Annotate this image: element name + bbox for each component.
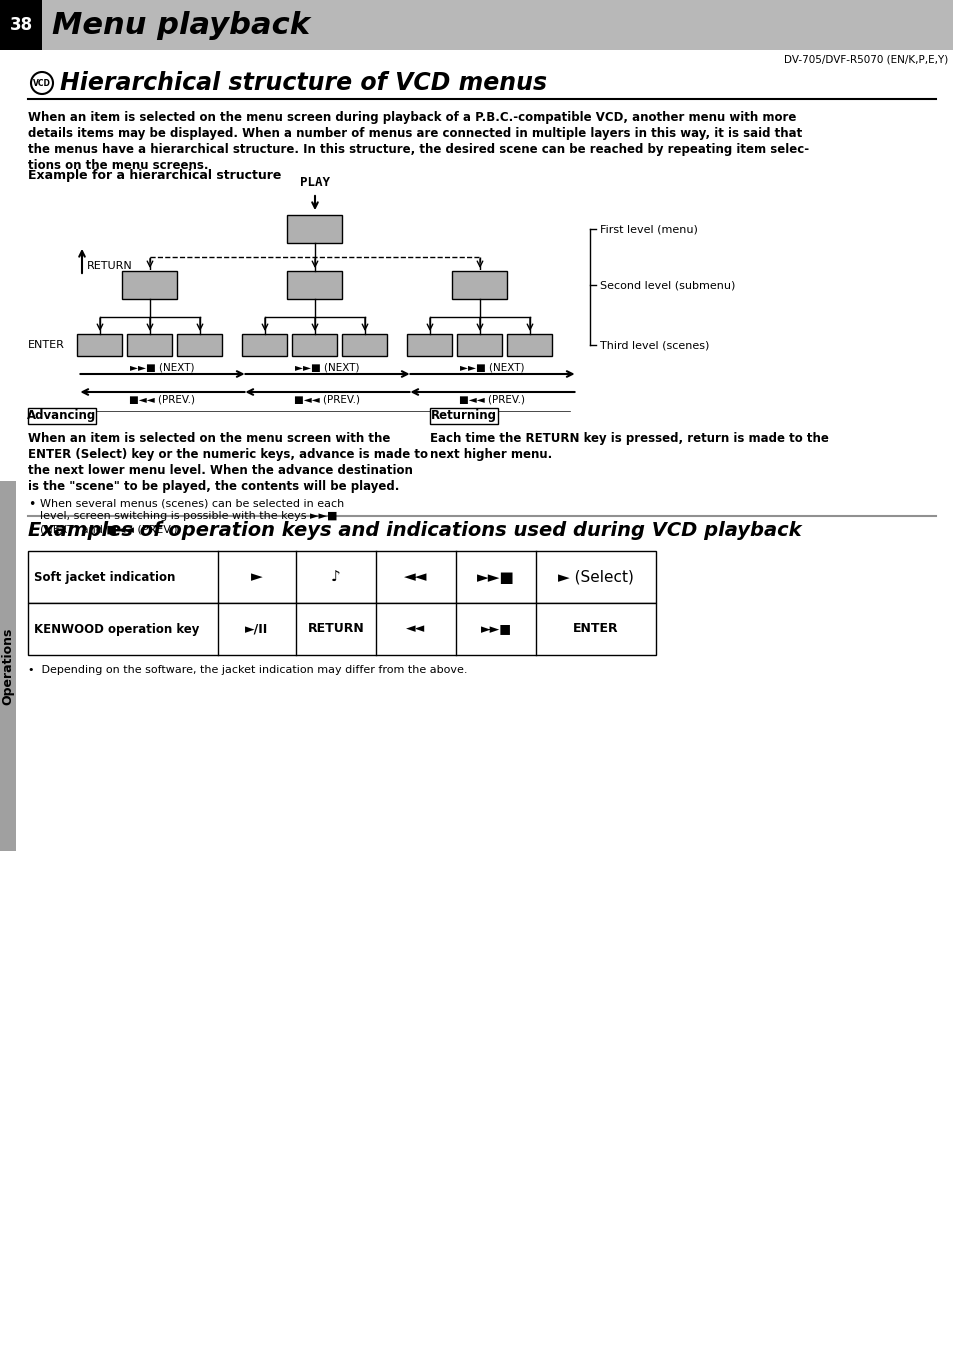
Text: ►►■: ►►■ [480,623,511,635]
Bar [122,272,177,299]
Text: next higher menu.: next higher menu. [430,449,552,461]
Text: ENTER (Select) key or the numeric keys, advance is made to: ENTER (Select) key or the numeric keys, … [28,449,428,461]
Text: is the "scene" to be played, the contents will be played.: is the "scene" to be played, the content… [28,480,399,493]
Bar [0,0,42,50]
Bar [28,603,656,655]
Text: Example for a hierarchical structure: Example for a hierarchical structure [28,169,281,182]
Bar [28,408,96,424]
Text: Menu playback: Menu playback [52,11,310,39]
Bar [293,334,337,357]
Bar [77,334,122,357]
Text: RETURN: RETURN [307,623,364,635]
Text: Soft jacket indication: Soft jacket indication [34,570,175,584]
Text: ►/II: ►/II [245,623,269,635]
Text: ■◄◄ (PREV.): ■◄◄ (PREV.) [130,394,195,404]
Text: the next lower menu level. When the advance destination: the next lower menu level. When the adva… [28,463,413,477]
Text: Examples of operation keys and indications used during VCD playback: Examples of operation keys and indicatio… [28,521,801,540]
Bar [342,334,387,357]
Text: ENTER: ENTER [28,340,65,350]
Text: DV-705/DVF-R5070 (EN/K,P,E,Y): DV-705/DVF-R5070 (EN/K,P,E,Y) [783,55,947,65]
Text: ►►■ (NEXT): ►►■ (NEXT) [294,362,359,372]
Text: PLAY: PLAY [299,176,330,189]
Text: ■◄◄ (PREV.): ■◄◄ (PREV.) [294,394,360,404]
Text: Third level (scenes): Third level (scenes) [599,340,709,350]
Text: ♪: ♪ [331,570,340,585]
Text: ◄◄: ◄◄ [404,570,427,585]
Text: RETURN: RETURN [87,261,132,272]
Text: ►►■ (NEXT): ►►■ (NEXT) [459,362,524,372]
Bar [457,334,502,357]
Bar [0,0,953,50]
Text: •: • [28,499,35,511]
Text: When an item is selected on the menu screen with the: When an item is selected on the menu scr… [28,432,390,444]
Circle shape [30,72,53,95]
Bar [0,481,16,851]
Text: ■◄◄ (PREV.): ■◄◄ (PREV.) [459,394,525,404]
Bar [452,272,507,299]
Text: First level (menu): First level (menu) [599,224,698,234]
Bar [242,334,287,357]
Text: Operations: Operations [2,627,14,705]
Text: Hierarchical structure of VCD menus: Hierarchical structure of VCD menus [60,72,547,95]
Bar [430,408,497,424]
Text: details items may be displayed. When a number of menus are connected in multiple: details items may be displayed. When a n… [28,127,801,141]
Text: level, screen switching is possible with the keys ►►■: level, screen switching is possible with… [40,511,337,521]
Text: When several menus (scenes) can be selected in each: When several menus (scenes) can be selec… [40,499,344,508]
Bar [507,334,552,357]
Text: 38: 38 [10,16,32,34]
Bar [177,334,222,357]
Text: KENWOOD operation key: KENWOOD operation key [34,623,199,635]
Text: tions on the menu screens.: tions on the menu screens. [28,159,209,172]
Text: Second level (submenu): Second level (submenu) [599,280,735,290]
Text: VCD: VCD [33,78,51,88]
Text: ◄◄: ◄◄ [406,623,425,635]
Bar [287,215,342,243]
Bar [407,334,452,357]
Text: ► (Select): ► (Select) [558,570,634,585]
Bar [128,334,172,357]
Bar [28,551,656,603]
Text: ►►■ (NEXT): ►►■ (NEXT) [131,362,194,372]
Text: ENTER: ENTER [573,623,618,635]
Text: ►►■: ►►■ [476,570,515,585]
Text: Advancing: Advancing [28,409,96,423]
Text: •  Depending on the software, the jacket indication may differ from the above.: • Depending on the software, the jacket … [28,665,467,676]
Text: (NEXT) and ■◄◄ (PREV.).: (NEXT) and ■◄◄ (PREV.). [40,524,181,534]
Text: Each time the RETURN key is pressed, return is made to the: Each time the RETURN key is pressed, ret… [430,432,828,444]
Text: the menus have a hierarchical structure. In this structure, the desired scene ca: the menus have a hierarchical structure.… [28,143,808,155]
Text: ►: ► [251,570,263,585]
Text: When an item is selected on the menu screen during playback of a P.B.C.-compatib: When an item is selected on the menu scr… [28,111,796,124]
Bar [287,272,342,299]
Text: Returning: Returning [431,409,497,423]
